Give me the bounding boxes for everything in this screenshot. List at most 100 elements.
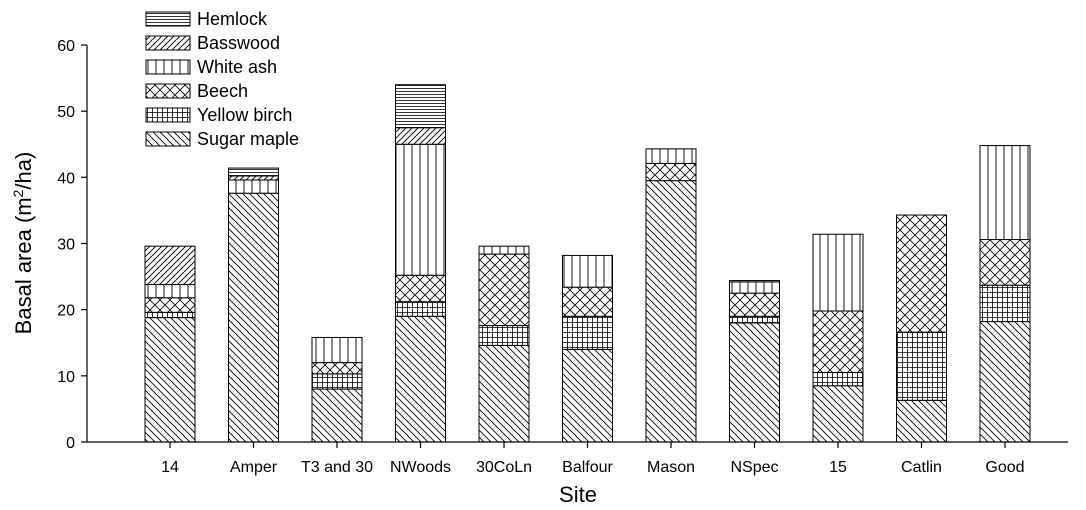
- bar-segment-yellow-birch: [478, 325, 530, 346]
- bar-segment-basswood: [228, 175, 279, 181]
- bar-stack-balfour: [562, 254, 613, 443]
- bar-segment-beech: [729, 292, 780, 317]
- legend-item-sugar-maple: Sugar maple: [145, 129, 299, 149]
- x-tick-label: 14: [161, 459, 179, 476]
- bar-stack-mason: [645, 148, 697, 443]
- x-axis-title: Site: [559, 482, 597, 507]
- bar-segment-yellow-birch: [395, 301, 446, 317]
- bars-layer: [144, 84, 1031, 443]
- bar-segment-sugar-maple: [478, 344, 530, 443]
- legend-item-yellow-birch: Yellow birch: [145, 105, 292, 125]
- bar-segment-yellow-birch: [144, 311, 196, 319]
- bar-segment-yellow-birch: [311, 373, 363, 390]
- legend-item-basswood: Basswood: [145, 33, 280, 53]
- x-tick-label: Mason: [647, 459, 695, 476]
- bar-segment-beech: [812, 310, 864, 374]
- bar-segment-white-ash: [645, 148, 697, 164]
- bar-segment-white-ash: [228, 179, 279, 194]
- bar-segment-sugar-maple: [311, 388, 363, 443]
- x-tick-label: Catlin: [901, 459, 942, 476]
- bar-segment-sugar-maple: [812, 385, 864, 443]
- bar-segment-yellow-birch: [562, 315, 613, 350]
- bar-segment-hemlock: [729, 280, 780, 283]
- legend-item-white-ash: White ash: [145, 57, 277, 77]
- bar-stack-nspec: [729, 280, 780, 443]
- legend-label: Beech: [197, 81, 248, 101]
- x-tick-label: Amper: [230, 459, 278, 476]
- legend-label: Sugar maple: [197, 129, 299, 149]
- bar-stack-amper: [228, 167, 279, 443]
- y-tick-label: 10: [57, 369, 75, 386]
- x-tick-label: Balfour: [562, 459, 613, 476]
- legend-swatch: [145, 131, 191, 147]
- bar-segment-yellow-birch: [812, 372, 864, 387]
- bar-segment-yellow-birch: [729, 315, 780, 324]
- bar-segment-sugar-maple: [645, 180, 697, 443]
- bar-segment-sugar-maple: [395, 315, 446, 443]
- legend-item-hemlock: Hemlock: [145, 9, 268, 29]
- legend-swatch: [145, 107, 191, 123]
- y-tick-label: 60: [57, 38, 75, 55]
- bar-segment-beech: [896, 214, 947, 333]
- bar-segment-white-ash: [395, 143, 446, 276]
- bar-segment-beech: [645, 162, 697, 182]
- bar-segment-basswood: [395, 127, 446, 145]
- bar-stack-catlin: [896, 214, 947, 443]
- y-axis-title: Basal area (m2/ha): [10, 152, 36, 335]
- legend-label: White ash: [197, 57, 277, 77]
- legend: Hemlock Basswood White ash Beech Yellow birc…: [145, 9, 299, 149]
- bar-segment-basswood: [144, 245, 196, 286]
- bar-segment-sugar-maple: [979, 321, 1031, 443]
- bar-segment-beech: [144, 297, 196, 313]
- legend-swatch: [145, 59, 191, 75]
- bar-stack-14: [144, 245, 196, 443]
- bar-segment-beech: [395, 274, 446, 303]
- bar-segment-yellow-birch: [896, 331, 947, 401]
- y-axis-ticks: 0 10 20 30 40 50 60: [57, 38, 87, 452]
- bar-segment-beech: [979, 239, 1031, 286]
- legend-swatch: [145, 11, 191, 27]
- legend-swatch: [145, 83, 191, 99]
- bar-segment-sugar-maple: [896, 399, 947, 443]
- bar-segment-beech: [478, 253, 530, 327]
- legend-item-beech: Beech: [145, 81, 248, 101]
- x-tick-label: NSpec: [730, 459, 778, 476]
- bar-segment-white-ash: [311, 336, 363, 364]
- bar-segment-white-ash: [979, 145, 1031, 241]
- bar-segment-sugar-maple: [562, 348, 613, 443]
- bar-segment-hemlock: [228, 167, 279, 177]
- bar-segment-hemlock: [395, 84, 446, 129]
- bar-segment-white-ash: [562, 254, 613, 288]
- x-tick-label: 30CoLn: [476, 459, 532, 476]
- x-tick-label: Good: [985, 459, 1024, 476]
- x-axis-ticks: 14 Amper T3 and 30 NWoods 30CoLn Balfour Mason…: [161, 442, 1025, 476]
- x-tick-label: NWoods: [390, 459, 451, 476]
- bar-stack-t3-and-30: [311, 336, 363, 443]
- bar-stack-15: [812, 233, 864, 443]
- y-tick-label: 30: [57, 237, 75, 254]
- y-tick-label: 20: [57, 303, 75, 320]
- y-tick-label: 50: [57, 104, 75, 121]
- bar-segment-white-ash: [812, 233, 864, 312]
- bar-segment-yellow-birch: [979, 284, 1031, 323]
- bar-segment-sugar-maple: [228, 192, 279, 443]
- x-tick-label: 15: [829, 459, 847, 476]
- bar-stack-30coln: [478, 245, 530, 443]
- legend-label: Yellow birch: [197, 105, 292, 125]
- legend-label: Basswood: [197, 33, 280, 53]
- legend-swatch: [145, 35, 191, 51]
- x-tick-label: T3 and 30: [301, 459, 373, 476]
- bar-stack-nwoods: [395, 84, 446, 443]
- bar-segment-white-ash: [144, 284, 196, 299]
- bar-stack-good: [979, 145, 1031, 443]
- legend-label: Hemlock: [197, 9, 268, 29]
- bar-segment-white-ash: [729, 281, 780, 294]
- bar-segment-sugar-maple: [144, 317, 196, 443]
- bar-segment-sugar-maple: [729, 322, 780, 443]
- y-tick-label: 0: [66, 435, 75, 452]
- bar-segment-beech: [562, 286, 613, 317]
- y-tick-label: 40: [57, 170, 75, 187]
- bar-segment-white-ash: [478, 245, 530, 255]
- plot-area: 0 10 20 30 40 50 60 14 Amper T3 and 30 NWoods 30Co…: [57, 38, 1068, 476]
